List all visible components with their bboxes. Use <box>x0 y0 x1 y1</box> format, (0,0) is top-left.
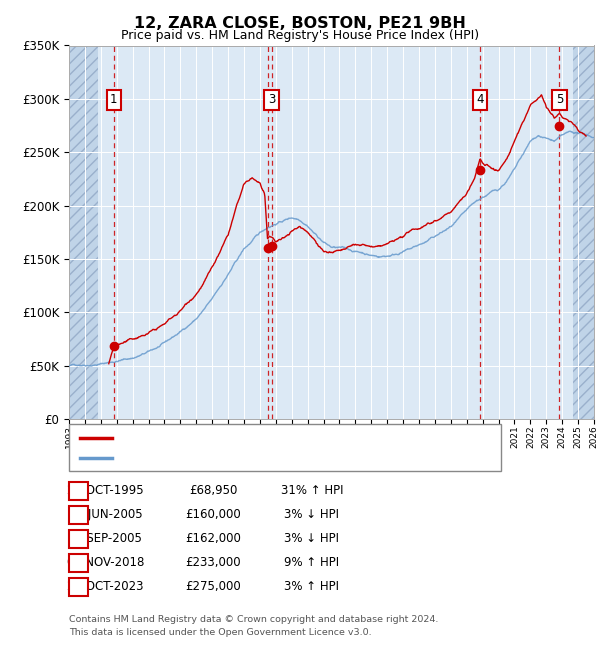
Text: £275,000: £275,000 <box>185 580 241 593</box>
Text: 24-JUN-2005: 24-JUN-2005 <box>68 508 142 521</box>
Text: £160,000: £160,000 <box>185 508 241 521</box>
Text: HPI: Average price, detached house, Boston: HPI: Average price, detached house, Bost… <box>116 453 356 463</box>
Text: 1: 1 <box>110 93 118 106</box>
Text: 3% ↓ HPI: 3% ↓ HPI <box>284 532 340 545</box>
Text: £68,950: £68,950 <box>189 484 237 497</box>
Text: £233,000: £233,000 <box>185 556 241 569</box>
Text: 5: 5 <box>75 580 82 593</box>
Text: Price paid vs. HM Land Registry's House Price Index (HPI): Price paid vs. HM Land Registry's House … <box>121 29 479 42</box>
Text: 3% ↓ HPI: 3% ↓ HPI <box>284 508 340 521</box>
Text: 27-OCT-1995: 27-OCT-1995 <box>66 484 144 497</box>
Text: Contains HM Land Registry data © Crown copyright and database right 2024.
This d: Contains HM Land Registry data © Crown c… <box>69 616 439 637</box>
Text: 02-NOV-2018: 02-NOV-2018 <box>66 556 144 569</box>
Text: 1: 1 <box>75 484 82 497</box>
Text: 4: 4 <box>476 93 484 106</box>
Text: 26-SEP-2005: 26-SEP-2005 <box>68 532 142 545</box>
Bar <box>574 46 594 419</box>
Text: 9% ↑ HPI: 9% ↑ HPI <box>284 556 340 569</box>
Text: 12, ZARA CLOSE, BOSTON, PE21 9BH: 12, ZARA CLOSE, BOSTON, PE21 9BH <box>134 16 466 31</box>
Text: 27-OCT-2023: 27-OCT-2023 <box>66 580 144 593</box>
Text: 3% ↑ HPI: 3% ↑ HPI <box>284 580 340 593</box>
Text: 4: 4 <box>75 556 82 569</box>
Text: 2: 2 <box>75 508 82 521</box>
Text: 3: 3 <box>75 532 82 545</box>
Bar <box>69 46 98 419</box>
Text: £162,000: £162,000 <box>185 532 241 545</box>
Text: 31% ↑ HPI: 31% ↑ HPI <box>281 484 343 497</box>
Text: 3: 3 <box>268 93 275 106</box>
Text: 5: 5 <box>556 93 563 106</box>
Text: 12, ZARA CLOSE, BOSTON, PE21 9BH (detached house): 12, ZARA CLOSE, BOSTON, PE21 9BH (detach… <box>116 432 419 443</box>
